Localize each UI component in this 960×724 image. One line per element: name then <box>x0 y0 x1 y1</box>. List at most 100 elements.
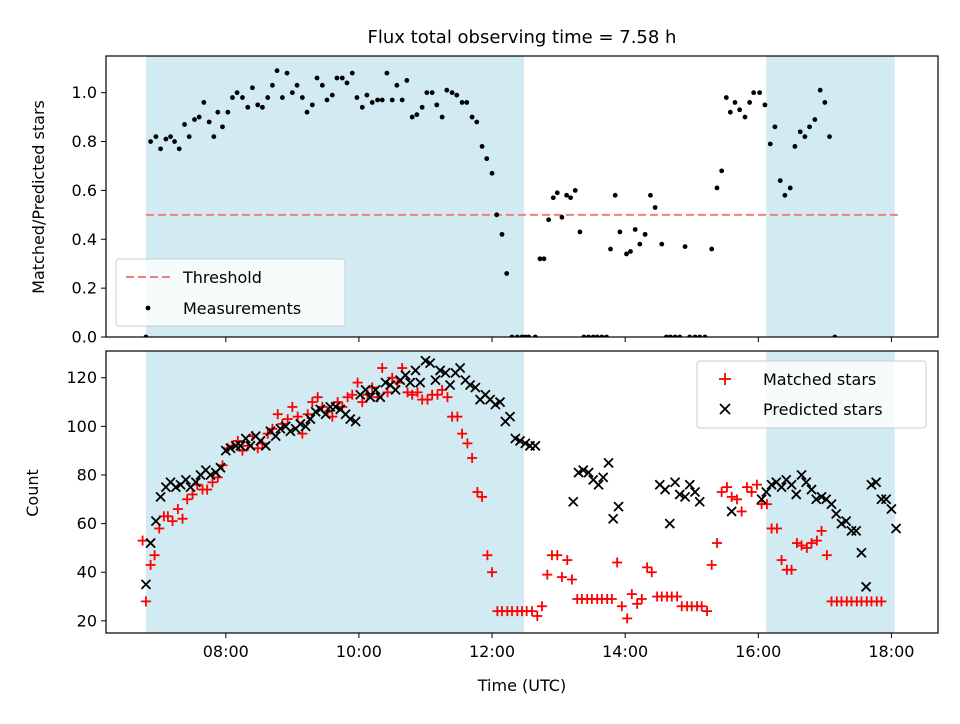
predicted-stars-point <box>464 379 476 391</box>
matched-stars-point <box>412 387 423 398</box>
predicted-stars-point <box>190 477 201 488</box>
predicted-stars-point <box>155 491 166 502</box>
predicted-legend-swatch <box>719 403 731 415</box>
measurement-point <box>559 214 565 220</box>
predicted-stars-point-b <box>425 358 436 369</box>
plot-layer: 0.0 0.2 0.4 0.6 0.8 1.0 20 40 60 80 100 120 08:00 10:… <box>66 55 939 661</box>
measurement-point <box>632 227 638 232</box>
measurement-point <box>659 241 665 247</box>
matched-stars-point <box>487 567 498 578</box>
matched-stars-point <box>816 525 827 536</box>
measurement-point <box>289 90 295 96</box>
measurement-point <box>220 124 225 130</box>
matched-stars-point <box>642 562 653 573</box>
measurement-point <box>827 134 832 140</box>
observing-window-1-0 <box>145 351 524 633</box>
measurement-point <box>742 114 748 120</box>
predicted-stars-point <box>846 525 857 537</box>
y-tick-label-1: 40 <box>77 563 97 582</box>
matched-stars-point <box>776 555 787 566</box>
predicted-stars-point <box>454 362 466 374</box>
predicted-stars-point-b <box>689 486 701 498</box>
measurement-point <box>434 102 440 108</box>
predicted-stars-point-b <box>350 416 361 427</box>
measurement-point <box>612 192 618 198</box>
measurement-point <box>772 124 778 130</box>
measurement-point <box>628 249 633 254</box>
predicted-stars-point-b <box>786 479 797 490</box>
measurement-point <box>652 205 658 210</box>
matched-stars-point <box>347 389 358 400</box>
measurement-point <box>617 229 623 235</box>
matched-legend-swatch <box>719 373 731 385</box>
panel-0-frame <box>105 55 939 338</box>
measurement-point <box>163 136 169 142</box>
measurement-point <box>319 82 325 88</box>
predicted-stars-point <box>235 440 246 451</box>
matched-stars-point <box>252 443 263 454</box>
predicted-stars-point <box>776 482 787 493</box>
matched-stars-point <box>149 550 160 561</box>
threshold-legend-label: Threshold <box>182 268 262 287</box>
matched-stars-point <box>821 550 832 561</box>
predicted-stars-point-b <box>295 418 306 430</box>
measurement-point <box>369 100 375 105</box>
predicted-stars-point-b <box>340 409 351 420</box>
predicted-stars-point <box>230 440 241 451</box>
predicted-stars-point-b <box>335 404 346 415</box>
predicted-stars-point <box>806 484 817 495</box>
matched-stars-point <box>712 538 723 549</box>
predicted-stars-point <box>350 416 361 427</box>
predicted-stars-point <box>870 477 882 488</box>
bottom-legend-box <box>696 360 927 429</box>
predicted-stars-point-b <box>841 516 852 527</box>
predicted-stars-point-b <box>583 467 594 478</box>
matched-stars-point <box>407 389 418 400</box>
measurement-point <box>215 109 221 115</box>
predicted-stars-point <box>275 423 286 434</box>
measurement-point <box>240 95 245 100</box>
predicted-stars-point-b <box>781 474 792 485</box>
measurement-point <box>424 90 430 96</box>
predicted-stars-point <box>841 516 852 527</box>
top-y-axis-label: Matched/Predicted stars <box>29 100 48 294</box>
predicted-stars-point-b <box>385 379 396 391</box>
predicted-stars-point-b <box>890 523 902 534</box>
predicted-stars-point <box>440 367 451 379</box>
predicted-stars-point-b <box>821 494 832 505</box>
y-tick-label-0: 0.6 <box>72 181 97 200</box>
matched-stars-point <box>636 593 647 604</box>
predicted-stars-point <box>726 506 737 517</box>
measurement-point <box>404 78 410 83</box>
predicted-stars-point <box>578 464 589 476</box>
matched-stars-point <box>357 397 368 408</box>
predicted-stars-point <box>145 537 156 549</box>
matched-stars-point <box>722 482 733 493</box>
measurement-point <box>309 102 315 108</box>
matched-stars-point <box>457 428 468 439</box>
predicted-stars-point-b <box>180 474 192 485</box>
predicted-stars-point-b <box>480 389 491 400</box>
predicted-legend-label: Predicted stars <box>763 400 883 419</box>
predicted-stars-point <box>890 523 902 534</box>
predicted-stars-point <box>850 525 862 537</box>
predicted-stars-point-b <box>846 525 857 537</box>
matched-stars-point <box>472 487 483 497</box>
predicted-stars-point-b <box>215 462 226 473</box>
predicted-stars-point-b <box>434 365 446 376</box>
y-tick-label-0: 0.4 <box>72 230 97 249</box>
measurement-point <box>234 90 240 96</box>
predicted-stars-point-b <box>726 506 737 517</box>
predicted-stars-point-b <box>831 508 842 520</box>
measurement-point <box>158 146 163 152</box>
predicted-stars-point-b <box>300 421 311 432</box>
predicted-stars-point-b <box>235 440 246 451</box>
matched-stars-point <box>177 513 188 524</box>
predicted-stars-point <box>320 409 331 420</box>
predicted-stars-point-b <box>285 426 296 437</box>
y-tick-label-0: 0.2 <box>72 279 97 298</box>
predicted-stars-point <box>880 494 892 505</box>
y-tick-label-1: 120 <box>66 368 97 387</box>
measurement-point <box>379 97 385 103</box>
